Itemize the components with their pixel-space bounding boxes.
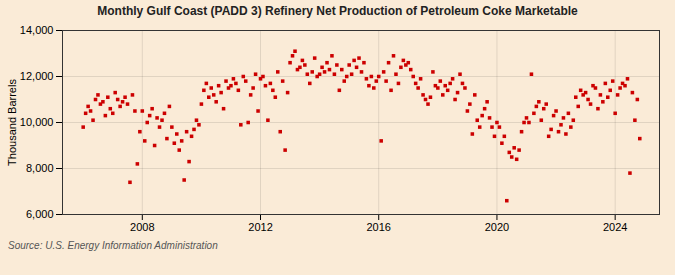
svg-text:2020: 2020 [485, 221, 509, 233]
svg-text:2008: 2008 [130, 221, 154, 233]
svg-text:10,000: 10,000 [20, 116, 54, 128]
html-text:Source: U.S. Energy Informatio: Source: U.S. Energy Information Administ… [8, 240, 218, 251]
svg-text:2012: 2012 [248, 221, 272, 233]
html-text:Monthly Gulf Coast (PADD 3) Re: Monthly Gulf Coast (PADD 3) Refinery Net… [97, 4, 578, 18]
svg-text:6,000: 6,000 [26, 208, 54, 220]
svg-text:14,000: 14,000 [20, 24, 54, 36]
svg-text:12,000: 12,000 [20, 70, 54, 82]
svg-text:2024: 2024 [603, 221, 627, 233]
svg-text:Thousand Barrels: Thousand Barrels [6, 79, 18, 166]
svg-text:2016: 2016 [366, 221, 390, 233]
svg-text:8,000: 8,000 [26, 162, 54, 174]
